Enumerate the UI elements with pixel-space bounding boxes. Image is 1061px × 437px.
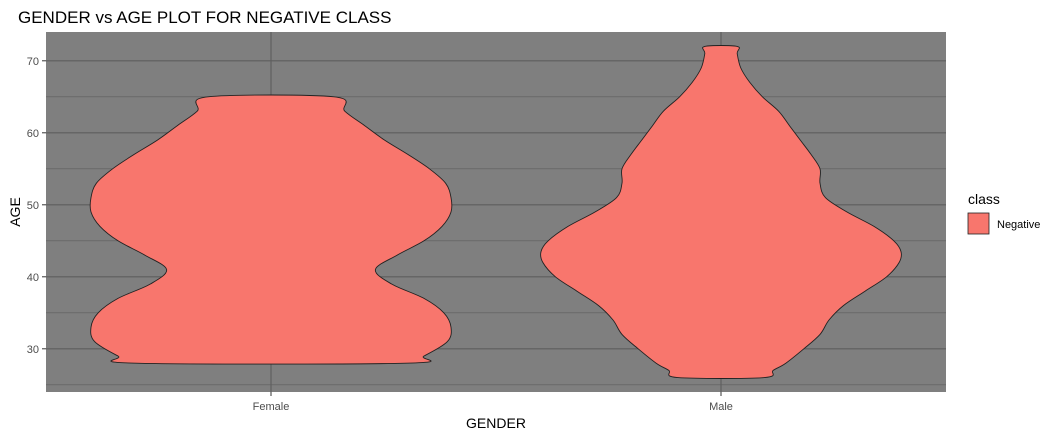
- y-axis-title: AGE: [7, 197, 23, 227]
- legend: class Negative: [967, 191, 1040, 235]
- chart-title: GENDER vs AGE PLOT FOR NEGATIVE CLASS: [18, 8, 391, 27]
- y-tick-label: 60: [27, 128, 39, 140]
- violin-male: [540, 45, 902, 379]
- y-tick-label: 30: [27, 344, 39, 356]
- x-axis-title: GENDER: [466, 415, 526, 431]
- legend-label-negative: Negative: [997, 219, 1040, 231]
- legend-key-negative: [967, 212, 990, 235]
- x-tick-label: Female: [253, 401, 290, 413]
- y-tick-label: 70: [27, 56, 39, 68]
- violins: [89, 45, 902, 379]
- x-tick-label: Male: [709, 401, 733, 413]
- y-tick-label: 40: [27, 272, 39, 284]
- x-axis: Female Male: [253, 392, 733, 413]
- y-tick-label: 50: [27, 200, 39, 212]
- legend-title: class: [968, 191, 1000, 207]
- violin-female: [89, 94, 453, 365]
- y-axis: 30 40 50 60 70: [27, 56, 46, 356]
